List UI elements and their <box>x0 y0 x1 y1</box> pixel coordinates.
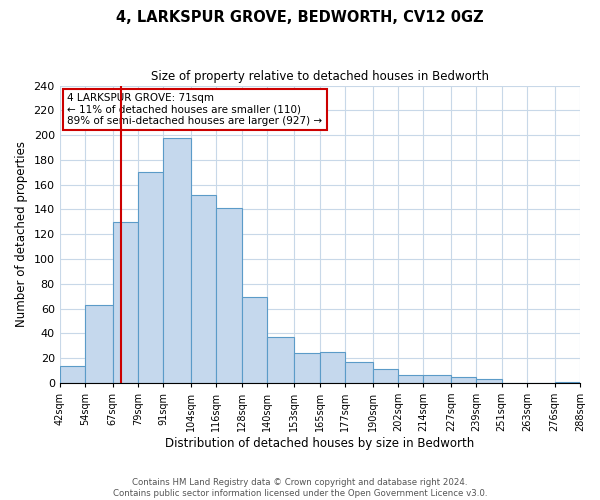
Bar <box>216 208 242 383</box>
Y-axis label: Number of detached properties: Number of detached properties <box>15 141 28 327</box>
Bar <box>320 352 345 383</box>
Bar <box>424 376 451 383</box>
Text: 4 LARKSPUR GROVE: 71sqm
← 11% of detached houses are smaller (110)
89% of semi-d: 4 LARKSPUR GROVE: 71sqm ← 11% of detache… <box>67 93 323 126</box>
Bar <box>242 298 267 383</box>
Bar <box>554 382 580 383</box>
Bar <box>267 337 295 383</box>
Bar <box>476 379 502 383</box>
Title: Size of property relative to detached houses in Bedworth: Size of property relative to detached ho… <box>151 70 489 83</box>
Bar <box>113 222 138 383</box>
Text: Contains HM Land Registry data © Crown copyright and database right 2024.
Contai: Contains HM Land Registry data © Crown c… <box>113 478 487 498</box>
Bar <box>451 376 476 383</box>
Bar <box>85 305 113 383</box>
Bar <box>191 194 216 383</box>
Bar <box>345 362 373 383</box>
Bar <box>398 376 424 383</box>
Bar <box>373 370 398 383</box>
Bar <box>163 138 191 383</box>
Bar <box>138 172 163 383</box>
Bar <box>295 353 320 383</box>
Text: 4, LARKSPUR GROVE, BEDWORTH, CV12 0GZ: 4, LARKSPUR GROVE, BEDWORTH, CV12 0GZ <box>116 10 484 25</box>
X-axis label: Distribution of detached houses by size in Bedworth: Distribution of detached houses by size … <box>165 437 475 450</box>
Bar <box>59 366 85 383</box>
